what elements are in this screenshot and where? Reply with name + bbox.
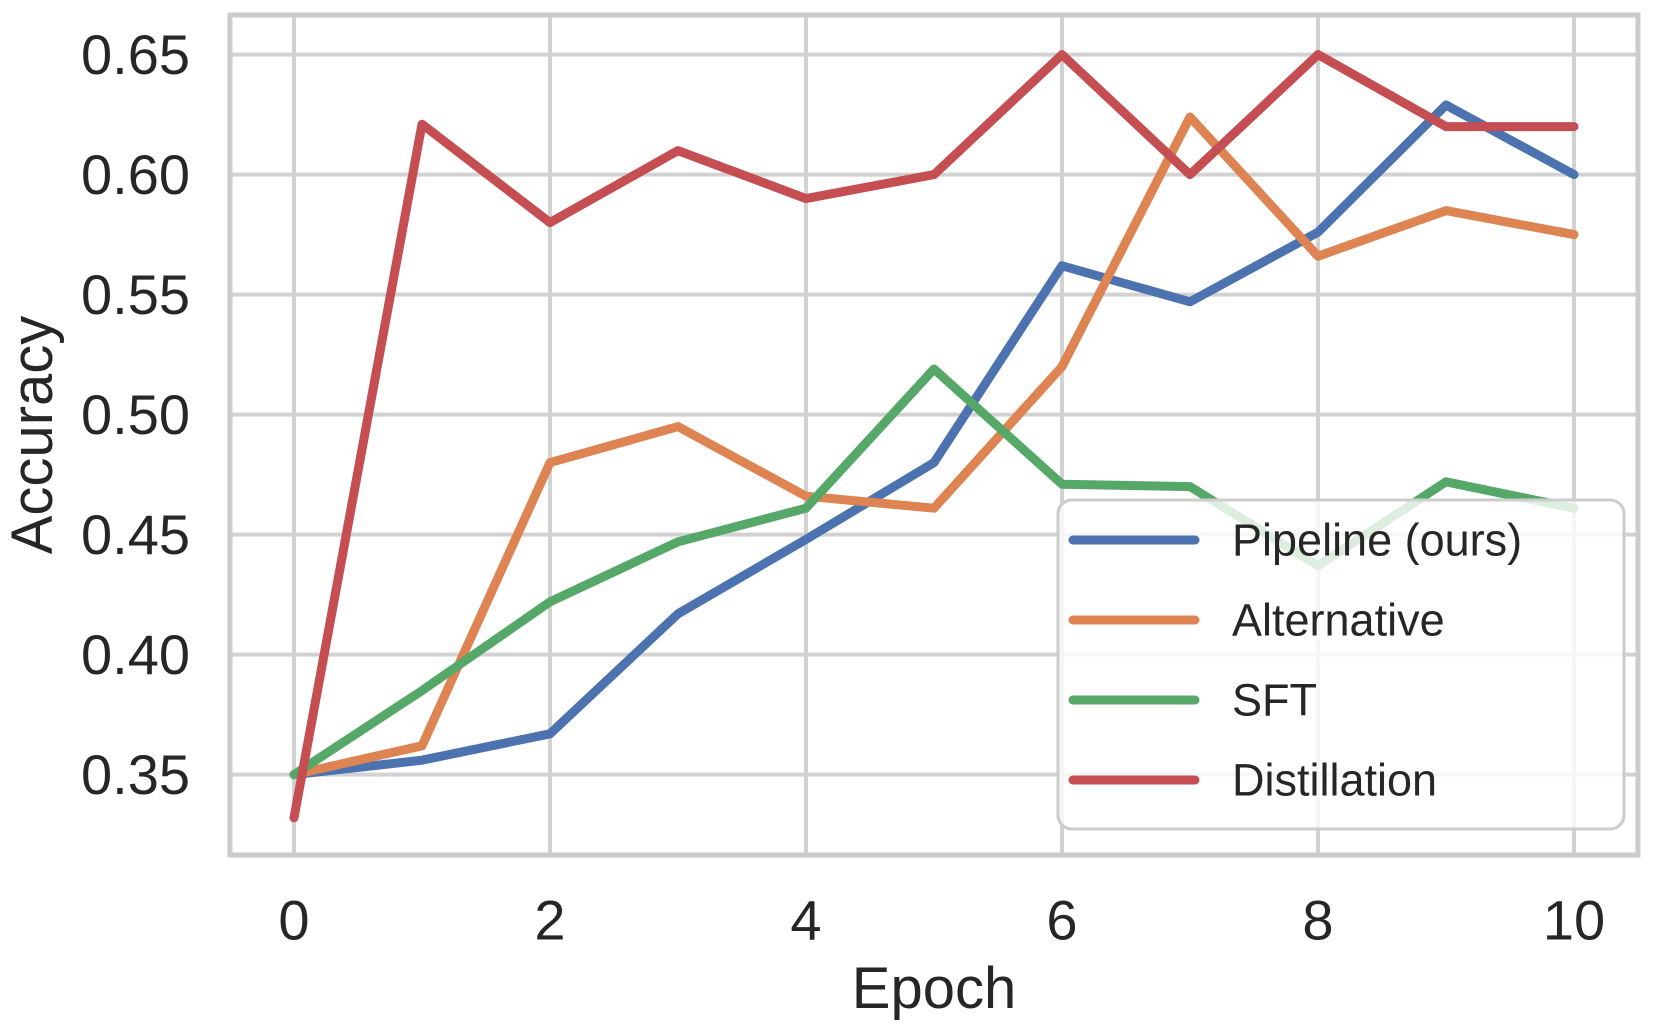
series-line-alternative — [289, 112, 1579, 780]
legend-label-alternative: Alternative — [1232, 595, 1445, 646]
x-tick-label-0: 0 — [278, 889, 309, 952]
x-tick-label-4: 8 — [1302, 889, 1333, 952]
legend-layer: Pipeline (ours) Alternative SFT Distillatio… — [1056, 498, 1626, 831]
legend-label-pipeline-ours: Pipeline (ours) — [1232, 515, 1522, 566]
grid-layer — [230, 15, 1638, 855]
y-tick-label-2: 0.45 — [81, 503, 190, 566]
y-tick-label-3: 0.50 — [81, 383, 190, 446]
legend-label-sft: SFT — [1232, 675, 1317, 726]
x-tick-label-3: 6 — [1046, 889, 1077, 952]
y-tick-label-1: 0.40 — [81, 623, 190, 686]
series-line-pipeline-ours — [289, 100, 1579, 780]
legend-label-distillation: Distillation — [1232, 755, 1437, 806]
y-tick-label-6: 0.65 — [81, 23, 190, 86]
legend-box — [1056, 498, 1626, 831]
y-tick-label-4: 0.55 — [81, 263, 190, 326]
tick-layer: 0 2 4 6 8 10 0.35 0.40 0.45 0.50 0.55 0.60 0.65 — [81, 23, 1605, 951]
spine-layer — [227, 12, 1641, 858]
x-axis-label: Epoch — [852, 956, 1016, 1021]
plot-border — [227, 12, 1641, 858]
x-tick-label-5: 10 — [1543, 889, 1605, 952]
y-axis-label: Accuracy — [0, 316, 65, 555]
series-line-distillation — [289, 50, 1579, 823]
x-tick-label-2: 4 — [790, 889, 821, 952]
y-tick-label-0: 0.35 — [81, 743, 190, 806]
y-tick-label-5: 0.60 — [81, 143, 190, 206]
x-tick-label-1: 2 — [534, 889, 565, 952]
series-layer — [289, 50, 1579, 823]
